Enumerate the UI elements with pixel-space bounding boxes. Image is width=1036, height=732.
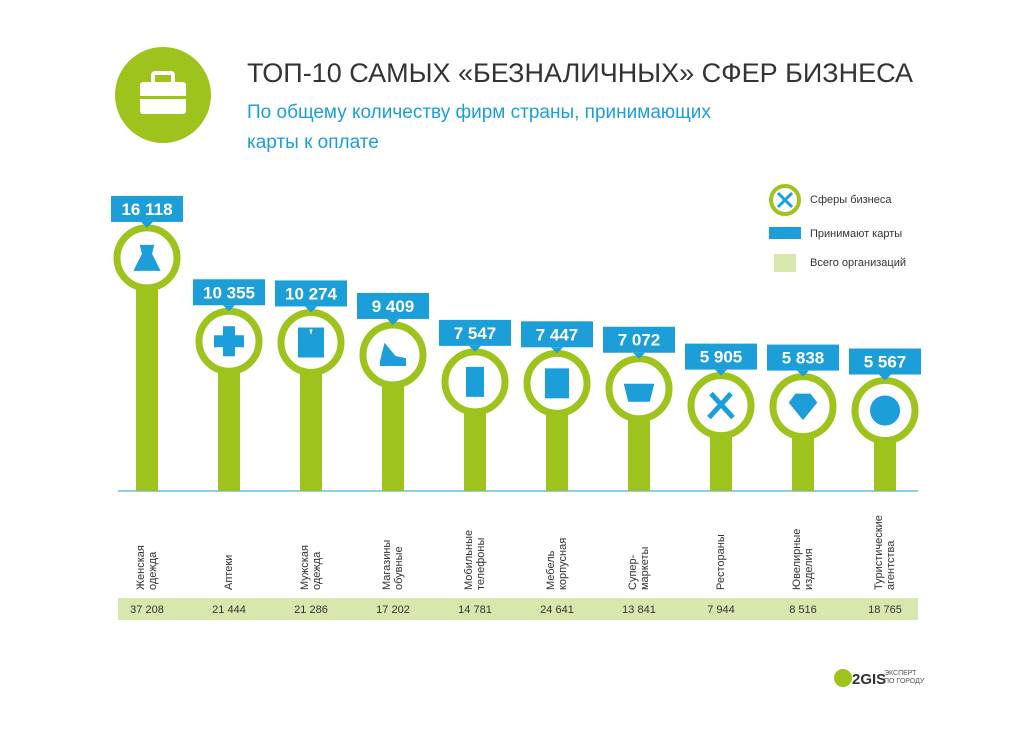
category-glyph — [214, 326, 244, 357]
bar — [300, 342, 322, 491]
total-label: 37 208 — [130, 604, 164, 616]
value-box — [111, 195, 183, 222]
value-box-pointer — [715, 369, 727, 376]
briefcase — [140, 71, 186, 114]
total-label: 21 286 — [294, 604, 328, 616]
value-box-pointer — [551, 347, 563, 354]
total-label: 24 641 — [540, 604, 574, 616]
category-label: Аптеки — [223, 554, 235, 590]
value-label: 9 409 — [372, 297, 415, 316]
category-glyph — [298, 327, 324, 358]
category-label: Мебель корпусная — [545, 537, 569, 590]
totals-band — [118, 598, 918, 620]
value-label: 7 072 — [618, 331, 661, 350]
legend-label: Всего организаций — [810, 257, 906, 269]
subtitle: По общему количеству фирм страны, приним… — [247, 102, 711, 153]
category-label: Ювелирные изделия — [791, 528, 815, 590]
category-label: Мобильные телефоны — [463, 529, 487, 590]
value-box — [685, 343, 757, 370]
value-label: 10 274 — [285, 284, 338, 303]
value-label: 5 838 — [782, 349, 825, 368]
bar — [382, 354, 404, 491]
category-glyph — [133, 244, 161, 271]
value-box — [521, 321, 593, 348]
value-label: 5 905 — [700, 348, 743, 367]
value-label: 16 118 — [121, 200, 172, 219]
total-label: 8 516 — [789, 604, 817, 616]
value-box-pointer — [633, 352, 645, 359]
category-glyph — [788, 393, 818, 421]
total-label: 18 765 — [868, 604, 902, 616]
total-label: 7 944 — [707, 604, 735, 616]
value-label: 5 567 — [864, 353, 907, 372]
category-label: Мужская одежда — [299, 545, 323, 590]
bar — [136, 257, 158, 491]
value-label: 7 547 — [454, 324, 497, 343]
logo-mark — [834, 669, 852, 687]
value-box-pointer — [879, 374, 891, 381]
value-box-pointer — [305, 306, 317, 313]
value-box-pointer — [797, 370, 809, 377]
value-box — [767, 344, 839, 371]
value-box — [275, 280, 347, 307]
legend-label: Принимают карты — [810, 228, 902, 240]
value-box-pointer — [141, 221, 153, 228]
category-glyph — [707, 391, 735, 420]
category-label: Женская одежда — [135, 545, 159, 590]
value-box — [603, 326, 675, 353]
value-label: 7 447 — [536, 325, 579, 344]
value-box-pointer — [387, 318, 399, 325]
chart-title: ТОП-10 САМЫХ «БЕЗНАЛИЧНЫХ» СФЕР БИЗНЕСА — [247, 58, 913, 88]
logo-tagline: ЭКСПЕРТ ПО ГОРОДУ — [884, 670, 925, 685]
value-box-pointer — [223, 305, 235, 312]
legend-swatch — [769, 227, 801, 239]
category-label: Магазины обувные — [381, 539, 405, 590]
category-glyph — [380, 342, 406, 366]
total-label: 21 444 — [212, 604, 246, 616]
value-box-pointer — [469, 345, 481, 352]
category-label: Супер- маркеты — [627, 546, 651, 590]
bar — [218, 341, 240, 491]
value-box — [193, 279, 265, 306]
logo-name: 2GIS — [852, 671, 886, 688]
category-glyph — [870, 395, 901, 426]
legend-swatch — [774, 254, 796, 272]
total-label: 13 841 — [622, 604, 656, 616]
value-box — [357, 292, 429, 319]
value-label: 10 355 — [203, 283, 255, 302]
category-label: Туристические агентства — [873, 515, 897, 590]
legend-icon-glyph — [776, 191, 794, 209]
category-label: Рестораны — [715, 534, 727, 590]
category-glyph — [623, 383, 655, 402]
category-glyph — [545, 368, 569, 399]
legend-label: Сферы бизнеса — [810, 194, 892, 206]
total-label: 17 202 — [376, 604, 410, 616]
total-label: 14 781 — [458, 604, 492, 616]
category-glyph — [466, 366, 484, 397]
value-box — [439, 319, 511, 346]
value-box — [849, 348, 921, 375]
